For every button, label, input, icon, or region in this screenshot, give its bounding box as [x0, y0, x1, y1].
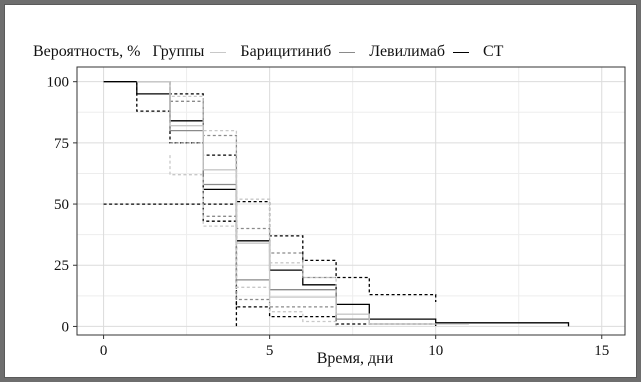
legend-key-baricitinib	[210, 51, 227, 53]
legend-label-levilimab: Левилимаб	[369, 43, 445, 60]
legend: Вероятность, % Группы Барицитиниб Левили…	[33, 41, 507, 63]
x-tick-label: 15	[594, 343, 609, 359]
panel-border	[76, 66, 626, 336]
legend-key-levilimab	[339, 51, 356, 53]
grid	[77, 67, 625, 335]
legend-key-st	[452, 51, 469, 53]
x-tick-label: 0	[100, 343, 108, 359]
series-line-3	[169, 81, 437, 302]
legend-item-baricitinib: Барицитиниб	[208, 43, 331, 61]
series-line-4	[136, 81, 436, 325]
y-tick-label: 75	[54, 136, 69, 152]
legend-label-baricitinib: Барицитиниб	[240, 43, 332, 60]
x-tick-label: 10	[428, 343, 443, 359]
y-tick-label: 100	[47, 75, 70, 91]
legend-item-levilimab: Левилимаб	[335, 43, 445, 61]
series-line-8	[169, 81, 337, 295]
y-tick-label: 50	[54, 197, 69, 213]
series-line-5	[170, 100, 337, 279]
x-tick-label: 5	[266, 343, 274, 359]
series-layer	[103, 81, 570, 327]
legend-title: Вероятность, %	[33, 43, 141, 60]
y-tick-label: 0	[62, 319, 70, 335]
x-axis-title: Время, дни	[317, 350, 394, 367]
chart-frame: Вероятность, % Группы Барицитиниб Левили…	[4, 4, 637, 378]
legend-item-st: СТ	[449, 43, 503, 61]
axes: 0 5 10 15 0 25 50 75 100	[47, 75, 610, 359]
y-tick-label: 25	[54, 258, 69, 274]
legend-label-st: СТ	[482, 43, 504, 60]
series-line-9	[169, 155, 337, 327]
chart-svg: 0 5 10 15 0 25 50 75 100 Время, дни	[47, 66, 626, 367]
series-line-7	[136, 81, 469, 325]
legend-heading: Группы	[152, 43, 205, 60]
